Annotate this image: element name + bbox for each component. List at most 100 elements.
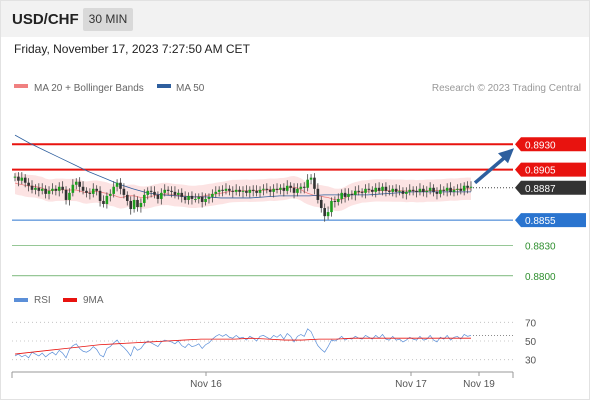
candle-body	[200, 196, 204, 202]
resistance-tag	[515, 162, 586, 177]
candle-body	[347, 193, 350, 197]
candle-body	[204, 198, 207, 202]
candle-body	[180, 192, 184, 197]
arrow-head	[498, 148, 514, 164]
rsi-ma-line	[14, 337, 471, 355]
candle-body	[61, 186, 64, 190]
candle-body	[34, 187, 37, 190]
candle-body	[78, 181, 81, 187]
candle-body	[411, 189, 415, 191]
level-labels-layer: 0.8930 0.8905 0.8887 0.8855 0.8830 0.8800	[515, 137, 586, 283]
candle-body	[156, 194, 160, 199]
candle-body	[115, 182, 119, 187]
candle-body	[296, 188, 299, 193]
candle-body	[112, 186, 115, 194]
rsi-legend-label: RSI	[34, 295, 51, 306]
candle-body	[336, 198, 340, 202]
candle-body	[343, 192, 347, 197]
candle-body	[173, 191, 177, 195]
candle-body	[68, 192, 71, 200]
last-price-label: 0.8887	[525, 184, 556, 195]
support-tag	[515, 213, 586, 228]
candle-body	[122, 188, 126, 195]
candle-body	[353, 190, 357, 195]
candle-body	[299, 186, 303, 189]
rsi-line	[14, 328, 472, 359]
candle-body	[183, 196, 187, 200]
candle-body	[102, 200, 105, 204]
credit-text: Research © 2023 Trading Central	[432, 83, 581, 94]
candle-body	[153, 191, 156, 195]
rsi-panel: 70 50 30	[12, 318, 537, 367]
candle-body	[132, 199, 136, 210]
ma50-line	[14, 134, 471, 199]
candle-body	[435, 191, 439, 194]
candle-body	[245, 190, 248, 193]
candle-body	[425, 190, 429, 192]
candle-body	[214, 191, 218, 194]
candle-body	[234, 189, 238, 192]
candle-body	[456, 188, 459, 190]
candle-body	[398, 190, 401, 192]
candle-body	[129, 200, 133, 210]
candle-body	[415, 190, 418, 192]
candle-body	[360, 191, 364, 193]
candle-body	[27, 182, 30, 186]
candle-body	[466, 185, 469, 188]
candle-body	[44, 188, 47, 194]
candle-body	[364, 188, 367, 193]
levels-layer	[12, 143, 513, 277]
candle-body	[350, 193, 354, 195]
candle-body	[13, 176, 17, 178]
candle-body	[17, 176, 20, 181]
candle-body	[462, 185, 466, 191]
candle-body	[439, 189, 442, 194]
candle-body	[64, 189, 68, 200]
arrow-shaft	[473, 155, 507, 185]
candle-body	[445, 187, 449, 191]
header-bar: USD/CHF 30 MIN	[1, 1, 589, 37]
candle-body	[381, 186, 384, 191]
candle-body	[357, 190, 361, 192]
candle-body	[119, 182, 122, 189]
candle-body	[319, 199, 323, 209]
candle-body	[292, 187, 296, 193]
candle-body	[422, 188, 425, 192]
candle-body	[23, 177, 27, 183]
resistance-label: 0.8905	[525, 166, 556, 177]
candle-body	[20, 177, 24, 181]
x-tick-label: Nov 19	[463, 379, 495, 390]
x-tick-label: Nov 17	[395, 379, 427, 390]
candle-body	[309, 177, 313, 180]
candle-body	[30, 185, 34, 190]
candle-body	[74, 181, 78, 185]
candle-body	[371, 189, 374, 192]
candle-body	[194, 198, 197, 200]
candle-body	[160, 192, 163, 199]
candle-body	[241, 190, 245, 192]
candle-body	[262, 188, 265, 190]
candle-body	[54, 188, 58, 191]
candle-body	[136, 199, 139, 208]
candle-body	[279, 187, 282, 190]
candle-body	[323, 208, 326, 217]
candle-body	[71, 184, 75, 193]
candle-body	[272, 188, 275, 192]
timestamp: Friday, November 17, 2023 7:27:50 AM CET	[14, 42, 250, 56]
ma50-swatch	[157, 84, 171, 88]
candle-body	[258, 189, 262, 193]
candle-body	[268, 189, 272, 192]
x-tick-label: Nov 16	[190, 379, 222, 390]
last-price-tag	[515, 180, 586, 195]
candle-body	[40, 188, 44, 191]
ma50-legend-label: MA 50	[176, 83, 205, 94]
ma20-legend-label: MA 20 + Bollinger Bands	[34, 83, 144, 94]
candle-body	[95, 188, 98, 191]
candle-body	[388, 190, 391, 192]
candle-body	[105, 195, 109, 204]
candle-body	[255, 190, 258, 193]
timeframe-button[interactable]: 30 MIN	[83, 8, 133, 31]
candle-body	[330, 200, 333, 213]
